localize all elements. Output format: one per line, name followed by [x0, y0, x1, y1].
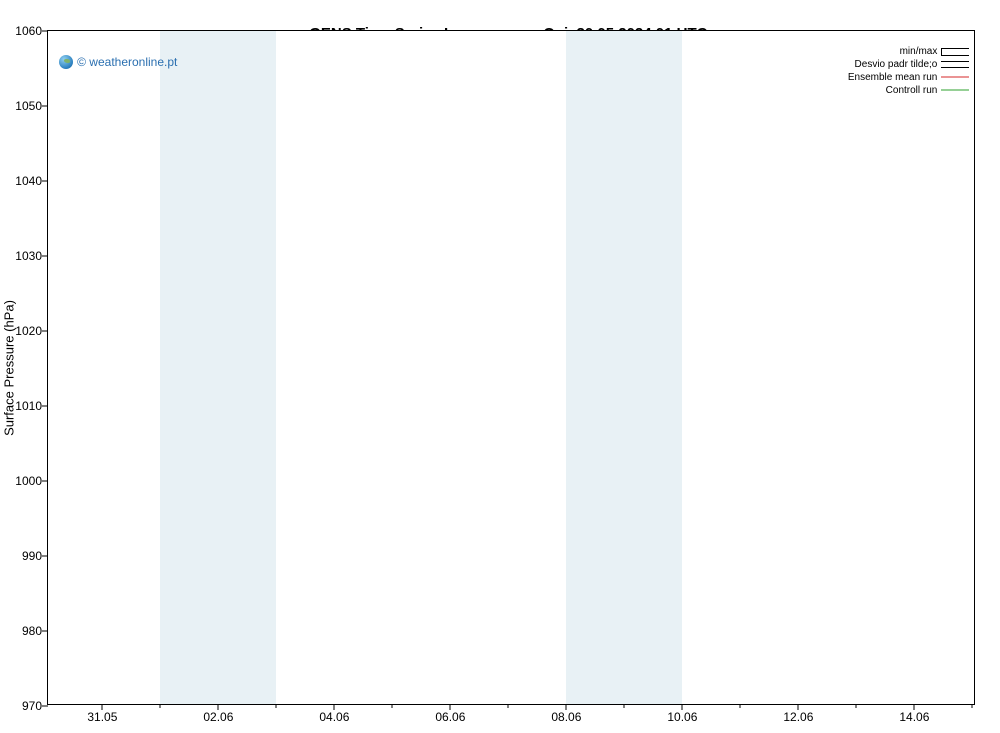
- x-tick-label: 12.06: [783, 704, 813, 724]
- legend-item-label: Desvio padr tilde;o: [855, 58, 938, 71]
- weekend-band: [566, 31, 682, 704]
- y-tick-label: 1030: [15, 249, 48, 263]
- watermark-text: © weatheronline.pt: [77, 55, 177, 69]
- legend-item: Desvio padr tilde;o: [848, 58, 970, 71]
- x-tick-label: 08.06: [551, 704, 581, 724]
- x-tick-label: 04.06: [319, 704, 349, 724]
- globe-icon: [59, 55, 73, 69]
- x-tick-label: 10.06: [667, 704, 697, 724]
- legend-item: Controll run: [848, 84, 970, 97]
- y-tick-label: 980: [22, 624, 48, 638]
- y-tick-label: 1000: [15, 474, 48, 488]
- y-tick-label: 970: [22, 699, 48, 713]
- x-tick-label: 31.05: [87, 704, 117, 724]
- plot-area: 970980990100010101020103010401050106031.…: [47, 30, 975, 705]
- x-minor-tick-mark: [972, 704, 973, 708]
- y-tick-label: 1040: [15, 174, 48, 188]
- chart-container: { "chart": { "type": "line", "canvas_siz…: [0, 0, 1000, 733]
- x-tick-label: 06.06: [435, 704, 465, 724]
- weekend-band: [160, 31, 276, 704]
- x-minor-tick-mark: [392, 704, 393, 708]
- legend: min/maxDesvio padr tilde;oEnsemble mean …: [848, 45, 970, 97]
- x-minor-tick-mark: [508, 704, 509, 708]
- x-minor-tick-mark: [160, 704, 161, 708]
- x-minor-tick-mark: [740, 704, 741, 708]
- y-tick-label: 1060: [15, 24, 48, 38]
- legend-swatch: [941, 71, 969, 83]
- x-minor-tick-mark: [624, 704, 625, 708]
- legend-item: Ensemble mean run: [848, 71, 970, 84]
- legend-item-label: Ensemble mean run: [848, 71, 938, 84]
- y-tick-label: 1050: [15, 99, 48, 113]
- watermark: © weatheronline.pt: [59, 55, 177, 69]
- legend-item: min/max: [848, 45, 970, 58]
- x-tick-label: 02.06: [203, 704, 233, 724]
- x-minor-tick-mark: [276, 704, 277, 708]
- y-tick-label: 1010: [15, 399, 48, 413]
- legend-swatch: [941, 58, 969, 70]
- legend-swatch: [941, 48, 969, 56]
- legend-item-label: Controll run: [886, 84, 938, 97]
- legend-item-label: min/max: [900, 45, 938, 58]
- x-tick-label: 14.06: [899, 704, 929, 724]
- y-axis-label: Surface Pressure (hPa): [2, 300, 17, 436]
- legend-swatch: [941, 84, 969, 96]
- y-tick-label: 1020: [15, 324, 48, 338]
- y-tick-label: 990: [22, 549, 48, 563]
- x-minor-tick-mark: [856, 704, 857, 708]
